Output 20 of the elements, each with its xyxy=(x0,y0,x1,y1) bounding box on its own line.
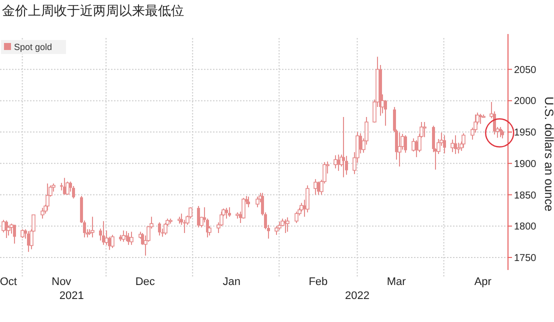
text: 2021 xyxy=(59,290,84,302)
y-axis-title: U.S. dollars an ounce xyxy=(542,96,554,212)
y-tick-label: 1900 xyxy=(514,158,537,170)
y-tick-label: 1750 xyxy=(514,252,537,264)
x-tick-label: Dec xyxy=(135,276,156,288)
x-tick-label: Oct xyxy=(0,276,17,288)
y-tick-label: 2000 xyxy=(514,96,537,108)
y-tick-label: 1800 xyxy=(514,222,537,233)
x-tick-label: Feb xyxy=(308,276,328,288)
x-tick-label: Mar xyxy=(386,276,406,288)
legend-label: Spot gold xyxy=(14,42,52,52)
y-tick-label: 2050 xyxy=(514,64,537,76)
legend: Spot gold xyxy=(1,40,66,54)
x-tick-label: Jan xyxy=(222,276,241,288)
text: 2022 xyxy=(345,290,370,302)
x-tick-label: Nov xyxy=(52,276,72,288)
x-tick-label: Apr xyxy=(474,276,492,288)
y-tick-label: 1850 xyxy=(514,190,537,202)
y-tick-label: 1950 xyxy=(514,128,537,139)
chart-title: 金价上周收于近两周以来最低位 xyxy=(2,3,184,18)
